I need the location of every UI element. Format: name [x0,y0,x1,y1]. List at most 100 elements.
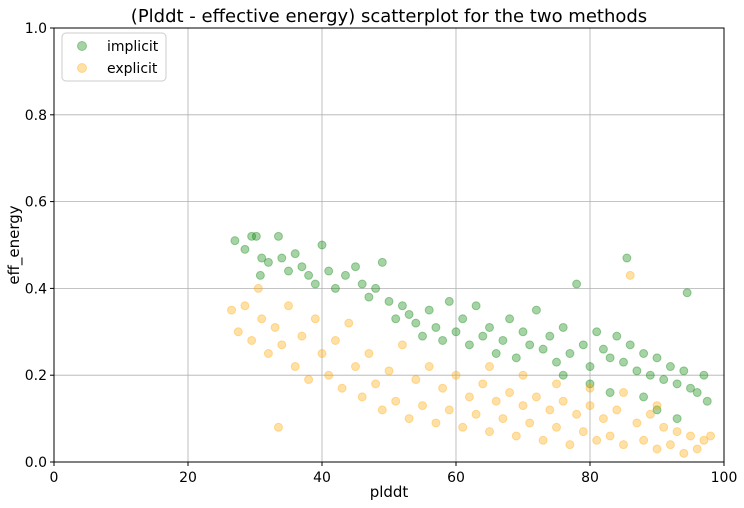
data-point-explicit [518,401,528,411]
data-point-implicit [565,349,575,358]
data-point-implicit [340,270,350,280]
data-point-implicit [518,327,528,337]
data-point-explicit [578,427,588,437]
data-point-implicit [284,266,293,276]
data-point-explicit [438,383,448,393]
data-point-implicit [578,340,588,350]
y-tick-label: 0.0 [25,455,47,471]
legend-marker-explicit [77,63,87,73]
data-point-implicit [451,327,461,337]
data-point-implicit [531,305,541,315]
data-point-explicit [498,414,508,424]
data-point-implicit [665,362,675,372]
data-point-explicit [317,349,327,358]
data-point-implicit [351,262,360,272]
data-point-implicit [257,253,267,263]
data-point-implicit [659,375,669,385]
data-point-explicit [290,362,300,372]
data-point-implicit [458,314,468,324]
data-point-implicit [585,379,595,389]
y-axis-label: eff_energy [5,205,24,284]
data-point-explicit [665,440,675,450]
data-point-explicit [652,401,662,411]
data-point-implicit [377,257,387,267]
data-point-implicit [438,335,448,345]
x-tick-label: 100 [711,470,738,486]
data-point-explicit [451,370,461,380]
data-point-explicit [471,409,481,419]
data-point-implicit [304,270,314,280]
data-point-implicit [330,283,340,293]
data-point-explicit [357,392,367,402]
x-tick-label: 0 [50,470,59,486]
data-point-explicit [297,331,307,341]
y-tick-label: 0.2 [25,368,47,384]
data-point-explicit [364,349,374,358]
data-point-explicit [411,375,421,385]
data-point-implicit [491,349,501,358]
data-point-explicit [240,301,250,311]
data-point-explicit [424,362,434,372]
x-tick-label: 60 [447,470,465,486]
data-point-explicit [337,383,347,393]
data-point-implicit [471,301,481,311]
data-point-implicit [247,231,257,241]
data-point-implicit [632,366,642,376]
data-point-explicit [585,401,595,411]
data-point-implicit [255,270,265,280]
data-point-implicit [652,405,662,415]
data-point-explicit [344,318,354,328]
data-point-explicit [706,431,716,441]
data-point-implicit [558,322,568,332]
data-point-implicit [411,318,421,328]
data-point-explicit [227,305,237,315]
data-point-implicit [538,344,548,354]
data-point-implicit [391,314,401,324]
data-point-explicit [585,383,595,393]
data-point-explicit [598,414,608,424]
data-point-explicit [679,448,689,458]
data-point-implicit [645,370,655,380]
data-point-implicit [357,279,367,289]
data-point-explicit [699,435,709,445]
data-point-implicit [364,292,374,302]
data-point-explicit [330,335,340,345]
data-point-implicit [558,370,568,380]
data-point-implicit [672,379,682,389]
data-point-explicit [652,444,662,454]
plot-frame [53,27,725,463]
data-point-implicit [324,266,334,276]
data-point-implicit [511,353,521,363]
data-point-implicit [384,296,394,306]
data-point-explicit [304,375,314,385]
data-point-implicit [310,279,320,289]
data-point-implicit [639,392,649,402]
data-point-explicit [270,322,280,332]
data-point-explicit [485,427,494,437]
data-point-explicit [565,440,575,450]
data-point-explicit [612,405,622,415]
data-point-explicit [351,362,360,372]
legend-box [61,32,167,82]
data-point-implicit [699,370,709,380]
data-point-explicit [605,431,615,441]
data-point-explicit [257,314,267,324]
y-axis-ticks: 0.0 0.2 0.4 0.6 0.8 1.0 [25,21,54,471]
data-points [227,231,716,458]
data-point-implicit [240,244,250,254]
data-point-explicit [505,388,515,398]
data-point-explicit [233,327,243,337]
data-point-implicit [397,301,407,311]
legend-marker-implicit [77,41,87,51]
data-point-explicit [253,283,263,293]
data-point-implicit [404,309,414,319]
data-point-implicit [682,288,692,298]
x-tick-label: 80 [581,470,599,486]
data-point-explicit [384,366,394,376]
data-point-explicit [552,379,561,389]
data-point-explicit [391,396,401,406]
data-point-explicit [324,370,334,380]
data-point-implicit [605,388,615,398]
data-point-explicit [572,409,582,419]
